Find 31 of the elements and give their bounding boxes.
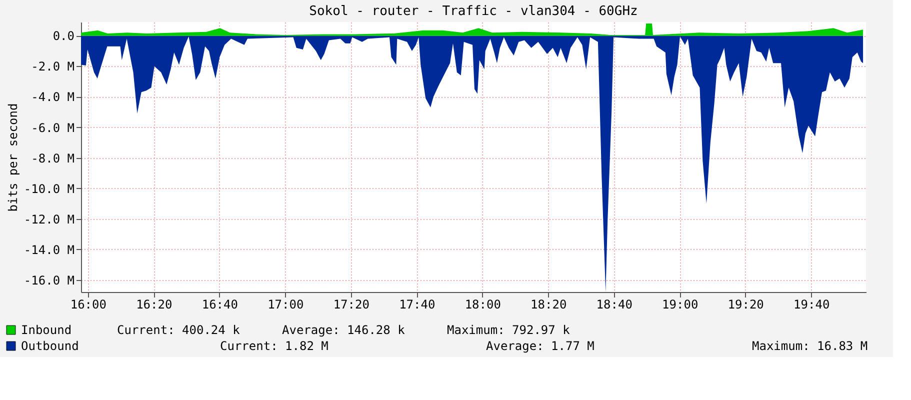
x-tick-label: 16:20 — [136, 298, 172, 312]
x-tick-label: 17:20 — [333, 298, 370, 312]
chart-title: Sokol - router - Traffic - vlan304 - 60GHz — [309, 4, 638, 19]
y-tick-label: 0.0 — [52, 29, 74, 44]
text: Average: 146.28 k — [282, 323, 406, 337]
text: Current: 400.24 k — [117, 323, 241, 337]
text: Current: 1.82 M — [220, 339, 328, 353]
x-tick-label: 18:20 — [530, 298, 567, 312]
x-tick-label: 17:40 — [399, 298, 436, 312]
x-tick-label: 18:40 — [596, 298, 632, 312]
y-tick-label: -4.0 M — [31, 90, 74, 104]
x-tick-label: 19:20 — [728, 298, 764, 312]
x-tick-label: 19:40 — [794, 298, 830, 312]
x-tick-label: 18:00 — [464, 298, 501, 312]
text: Maximum: 792.97 k — [447, 323, 571, 337]
y-tick-label: -6.0 M — [31, 120, 74, 135]
y-tick-label: -10.0 M — [24, 182, 74, 196]
y-axis-title: bits per second — [6, 103, 20, 212]
x-tick-label: 17:00 — [268, 298, 304, 312]
y-tick-label: -14.0 M — [24, 242, 74, 257]
y-tick-label: -12.0 M — [24, 212, 74, 226]
x-tick-label: 16:40 — [202, 298, 238, 312]
y-tick-label: -16.0 M — [24, 273, 74, 288]
x-tick-label: 19:00 — [662, 298, 698, 312]
y-tick-label: -8.0 M — [31, 151, 74, 166]
legend-label: Inbound — [21, 323, 72, 337]
text: Average: 1.77 M — [486, 339, 594, 353]
legend-label: Outbound — [21, 339, 79, 353]
x-tick-label: 16:00 — [70, 298, 106, 312]
y-tick-label: -2.0 M — [31, 60, 74, 74]
text: Maximum: 16.83 M — [752, 339, 868, 353]
